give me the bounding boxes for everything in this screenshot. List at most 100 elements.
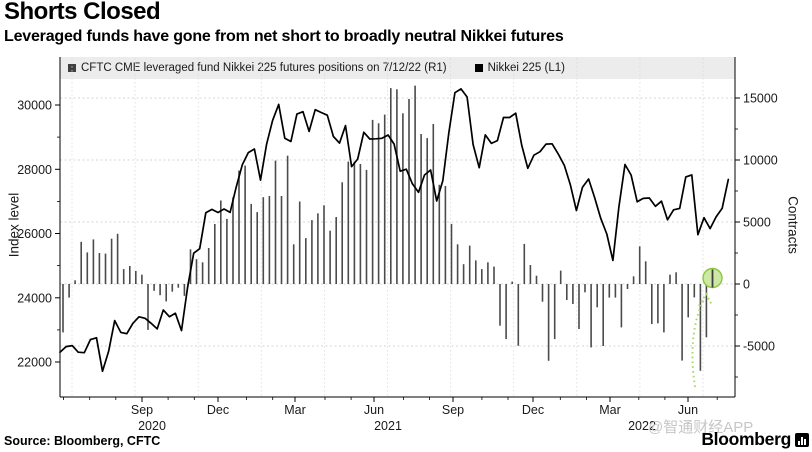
position-bar <box>359 164 362 284</box>
nikkei-line <box>59 88 730 373</box>
position-bar <box>547 284 550 361</box>
bloomberg-terminal-icon <box>795 432 809 447</box>
position-bar <box>62 284 64 333</box>
position-bar <box>559 270 562 284</box>
legend-label-nikkei: Nikkei 225 (L1) <box>487 62 565 74</box>
position-bar <box>317 213 319 284</box>
position-bar <box>596 284 598 308</box>
position-bar <box>402 113 404 284</box>
legend-label-positions: CFTC CME leveraged fund Nikkei 225 futur… <box>81 62 447 74</box>
position-bar <box>444 186 447 284</box>
right-tick-label: 10000 <box>743 154 778 168</box>
quarter-label: Mar <box>284 403 306 417</box>
position-bar <box>195 259 198 284</box>
position-bar <box>153 284 155 291</box>
position-bar <box>122 269 125 284</box>
quarter-label: Sep <box>442 403 464 417</box>
position-bar <box>68 284 70 298</box>
position-bar <box>390 88 392 284</box>
left-tick-label: 22000 <box>17 356 52 370</box>
position-bar <box>505 284 507 340</box>
position-bar <box>535 275 538 284</box>
position-bar <box>475 260 477 284</box>
position-bar <box>511 281 513 284</box>
position-bar <box>693 284 696 298</box>
position-bar <box>201 262 204 284</box>
annotation-arrow <box>691 298 705 388</box>
position-bar <box>98 253 101 284</box>
position-bar <box>487 262 489 284</box>
right-tick-label: 15000 <box>743 92 778 106</box>
position-bar <box>147 284 149 330</box>
position-bar <box>159 284 161 296</box>
position-bar <box>462 264 465 284</box>
position-bar <box>578 284 580 329</box>
position-bar <box>280 196 283 284</box>
position-bar <box>608 284 611 298</box>
position-bar <box>468 245 471 284</box>
position-bar <box>141 274 143 284</box>
position-bar <box>590 284 592 348</box>
position-bar <box>432 124 435 284</box>
quarter-label: Dec <box>522 403 544 417</box>
position-bar <box>365 169 368 284</box>
position-bar <box>426 138 428 284</box>
position-bar <box>493 266 495 284</box>
chart-subtitle: Leveraged funds have gone from net short… <box>4 28 564 45</box>
position-bar <box>335 217 337 284</box>
position-bar <box>626 284 629 289</box>
position-bar <box>135 271 137 284</box>
left-tick-label: 28000 <box>17 163 52 177</box>
position-bar <box>481 269 483 284</box>
annotation-arrowhead-icon <box>698 291 713 307</box>
position-bar <box>80 241 82 284</box>
position-bar <box>614 284 617 298</box>
position-bar <box>602 284 604 346</box>
position-bar <box>438 184 441 284</box>
right-tick-label: 5000 <box>743 216 771 230</box>
source-note: Source: Bloomberg, CFTC <box>4 434 161 448</box>
position-bar <box>414 85 416 284</box>
position-bar <box>499 284 501 326</box>
year-label: 2022 <box>628 419 656 433</box>
position-bar <box>566 284 568 300</box>
bloomberg-logo: Bloomberg <box>701 429 809 450</box>
position-bar <box>663 284 665 333</box>
legend-item-positions: CFTC CME leveraged fund Nikkei 225 futur… <box>68 62 447 74</box>
right-tick-label: 0 <box>743 278 750 292</box>
position-bar <box>396 89 398 284</box>
year-label: 2021 <box>374 419 402 433</box>
position-bar <box>572 284 574 304</box>
position-bar <box>286 155 289 284</box>
quarter-label: Sep <box>131 403 153 417</box>
position-bar <box>250 203 252 284</box>
position-bar <box>687 284 689 318</box>
position-bar <box>584 284 586 293</box>
position-bar <box>620 284 623 328</box>
position-bar <box>268 196 271 284</box>
position-bar <box>214 224 216 284</box>
position-bar <box>638 246 641 284</box>
left-tick-label: 24000 <box>17 291 52 305</box>
position-bar <box>371 119 374 285</box>
position-bar <box>110 238 113 284</box>
position-bar <box>274 160 277 284</box>
position-bar <box>305 238 307 284</box>
position-bar <box>165 284 167 302</box>
quarter-label: Jun <box>678 403 698 417</box>
quarter-label: Dec <box>207 403 229 417</box>
position-bar <box>183 284 186 296</box>
position-bar <box>669 274 671 284</box>
legend-item-nikkei: Nikkei 225 (L1) <box>474 62 565 74</box>
position-bar <box>347 161 350 284</box>
position-bar <box>651 284 653 325</box>
left-tick-label: 30000 <box>17 99 52 113</box>
position-bar <box>529 265 532 284</box>
position-bar <box>377 123 380 284</box>
position-bar <box>341 182 343 284</box>
position-bar <box>632 276 635 284</box>
position-bar <box>292 244 295 284</box>
position-bar <box>116 233 119 284</box>
